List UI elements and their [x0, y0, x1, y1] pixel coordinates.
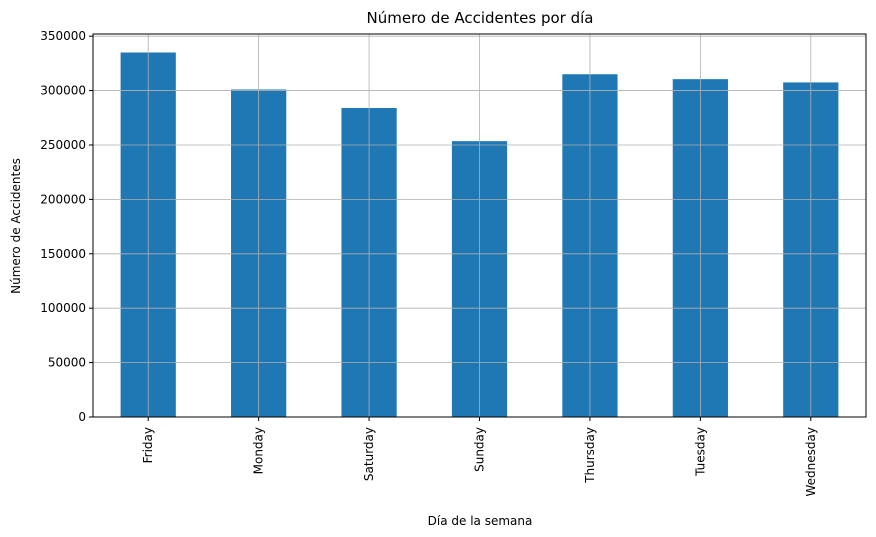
x-tick-label-friday: Friday — [141, 427, 155, 463]
x-tick-label-saturday: Saturday — [362, 427, 376, 481]
y-axis-label: Número de Accidentes — [9, 158, 23, 294]
grid-lines — [93, 34, 866, 418]
x-axis-label: Día de la semana — [428, 514, 533, 528]
y-tick-label: 300000 — [40, 84, 86, 98]
y-tick-label: 200000 — [40, 192, 86, 206]
x-tick-label-sunday: Sunday — [473, 427, 487, 472]
y-tick-label: 0 — [78, 410, 86, 424]
x-tick-label-wednesday: Wednesday — [804, 427, 818, 496]
y-tick-label: 150000 — [40, 247, 86, 261]
y-axis-ticks: 0 50000 100000 150000 200000 250000 300000 3500… — [40, 29, 93, 424]
y-tick-label: 100000 — [40, 301, 86, 315]
x-tick-label-thursday: Thursday — [583, 427, 597, 484]
y-tick-label: 350000 — [40, 29, 86, 43]
x-tick-label-monday: Monday — [252, 427, 266, 474]
chart-title: Número de Accidentes por día — [367, 9, 594, 27]
y-tick-label: 250000 — [40, 138, 86, 152]
y-tick-label: 50000 — [48, 356, 86, 370]
x-axis-ticks: Friday Monday Saturday Sunday Thursday Tuesda… — [141, 417, 818, 496]
x-tick-label-tuesday: Tuesday — [693, 427, 707, 477]
